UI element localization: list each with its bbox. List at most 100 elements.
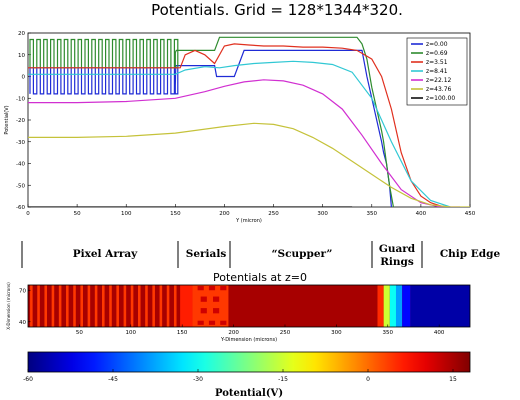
pixel-stripe <box>94 285 98 327</box>
pixel-stripe <box>173 285 177 327</box>
potential-block <box>220 286 227 291</box>
series-line <box>28 79 461 207</box>
colorbar-tick-label: -60 <box>23 376 33 383</box>
region-label: Pixel Array <box>73 248 138 260</box>
pixel-stripe <box>130 285 134 327</box>
pixel-stripe <box>159 285 163 327</box>
heatmap-x-tick-label: 100 <box>126 330 137 336</box>
x-tick-label: 450 <box>465 211 476 217</box>
x-tick-label: 200 <box>219 211 230 217</box>
region-label: Guard <box>379 243 416 255</box>
colorbar-gradient <box>27 351 471 373</box>
pixel-stripe <box>109 285 112 327</box>
y-tick-label: -30 <box>16 140 25 146</box>
colorbar-tick-label: -15 <box>278 376 288 383</box>
colorbar-tick-label: 0 <box>366 376 370 383</box>
pixel-stripe <box>80 285 83 327</box>
x-tick-label: 100 <box>121 211 132 217</box>
heatmap-x-tick-label: 350 <box>383 330 394 336</box>
colorbar-label: Potential(V) <box>215 388 283 399</box>
potential-block <box>213 296 220 302</box>
heatmap-x-tick-label: 150 <box>177 330 188 336</box>
potential-block <box>389 285 396 327</box>
potential-block <box>208 320 216 325</box>
y-tick-label: -60 <box>16 205 25 211</box>
series-z-22-12 <box>28 79 461 207</box>
potential-block <box>402 285 411 327</box>
potential-block <box>192 285 229 327</box>
legend-label: z=3.51 <box>426 59 448 66</box>
y-tick-label: 0 <box>22 75 26 81</box>
colorbar-tick-label: 15 <box>449 376 457 383</box>
legend-label: z=0.69 <box>426 50 448 57</box>
x-tick-label: 400 <box>416 211 427 217</box>
pixel-stripe <box>66 285 69 327</box>
potential-block <box>200 296 207 302</box>
pixel-stripe <box>152 285 155 327</box>
potential-block <box>208 286 216 291</box>
x-tick-label: 0 <box>26 211 30 217</box>
x-tick-label: 300 <box>317 211 328 217</box>
potential-block <box>180 285 193 327</box>
potential-block <box>377 285 384 327</box>
potential-block <box>213 308 220 314</box>
region-label: “Scupper” <box>272 248 333 260</box>
heatmap-x-axis-label: Y-Dimension (microns) <box>220 337 277 343</box>
pixel-stripe <box>102 285 105 327</box>
y-tick-label: 10 <box>18 53 25 59</box>
heatmap-x-tick-label: 300 <box>331 330 342 336</box>
legend-label: z=43.76 <box>426 86 452 93</box>
y-tick-label: 20 <box>18 31 25 37</box>
potential-block <box>220 320 227 325</box>
heatmap-title: Potentials at z=0 <box>213 271 307 284</box>
potential-block <box>200 308 207 314</box>
heatmap-y-tick-label: 70 <box>19 288 26 294</box>
legend-label: z=8.41 <box>426 68 448 75</box>
legend-label: z=0.00 <box>426 41 448 48</box>
pixel-stripe <box>51 285 55 327</box>
y-tick-label: -10 <box>16 96 25 102</box>
colorbar: -60 -45 -30 -15 0 15 Potential(V) <box>23 351 471 399</box>
x-tick-label: 50 <box>74 211 81 217</box>
pixel-stripe <box>116 285 119 327</box>
pixel-stripe <box>145 285 148 327</box>
heatmap-frame <box>27 284 471 328</box>
potential-block <box>383 285 390 327</box>
pixel-stripe <box>37 285 40 327</box>
x-tick-label: 350 <box>367 211 378 217</box>
pixel-stripe <box>73 285 76 327</box>
series-line <box>28 43 446 207</box>
region-label: Rings <box>380 256 414 268</box>
y-tick-label: -40 <box>16 162 25 168</box>
legend: z=0.00 z=0.69 z=3.51 z=8.41 z=22.12 z=43.76 z=… <box>406 37 468 106</box>
heatmap-x-tick-label: 50 <box>76 330 83 336</box>
pixel-stripe <box>30 285 33 327</box>
heatmap-x-tick-label: 200 <box>228 330 239 336</box>
legend-label: z=22.12 <box>426 77 452 84</box>
series-z-8-41 <box>28 60 451 207</box>
potential-block <box>197 320 204 325</box>
heatmap-y-axis-label: X-Dimension (microns) <box>6 282 11 330</box>
heatmap-y-tick-label: 40 <box>19 320 26 326</box>
potential-block <box>197 286 204 291</box>
series-z-3-51 <box>28 43 446 207</box>
region-label: Serials <box>186 248 227 260</box>
region-label: Chip Edge <box>440 248 501 260</box>
pixel-stripe <box>58 285 62 327</box>
heatmap-x-tick-label: 400 <box>434 330 445 336</box>
legend-label: z=100.00 <box>426 95 455 102</box>
y-tick-label: -50 <box>16 183 25 189</box>
pixel-stripe <box>87 285 91 327</box>
pixel-stripe <box>44 285 48 327</box>
x-tick-label: 150 <box>170 211 181 217</box>
potential-block <box>410 285 470 327</box>
x-tick-label: 250 <box>268 211 279 217</box>
line-chart: 0 50 100 150 200 250 300 350 400 450-60-50-40-30-… <box>4 31 476 224</box>
y-tick-label: -20 <box>16 118 25 124</box>
pixel-stripe <box>123 285 127 327</box>
heatmap: 50 100 150 200 250 300 350 400 40 70 Y-Dimension (… <box>6 282 471 343</box>
series-line <box>28 122 470 207</box>
line-chart-title: Potentials. Grid = 128*1344*320. <box>151 1 403 19</box>
series-line <box>28 60 451 207</box>
